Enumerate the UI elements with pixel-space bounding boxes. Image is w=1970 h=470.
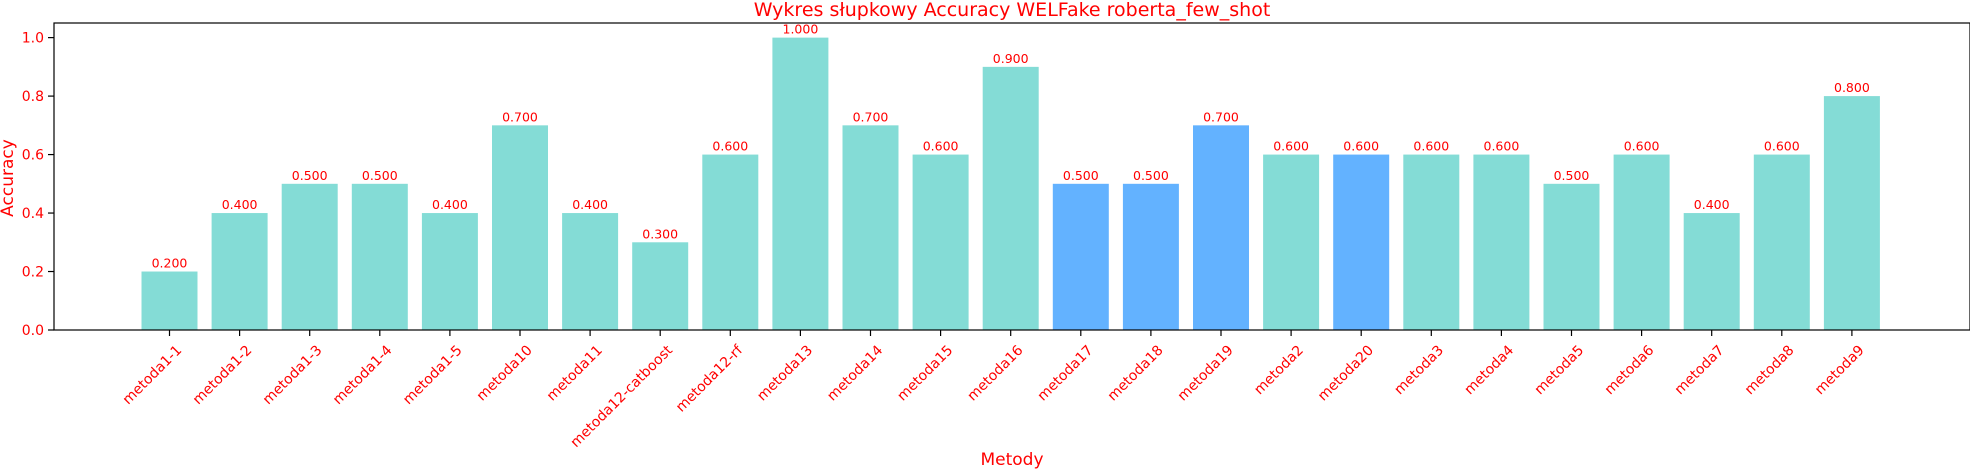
bar-metoda16 <box>982 66 1039 330</box>
bar-value-label: 0.600 <box>923 139 959 154</box>
chart-title: Wykres słupkowy Accuracy WELFake roberta… <box>754 0 1271 21</box>
bar-value-label: 0.600 <box>1624 139 1660 154</box>
x-tick-label: metoda4 <box>1462 342 1518 398</box>
x-tick-label: metoda10 <box>474 342 536 404</box>
bar-value-label: 0.400 <box>1694 197 1730 212</box>
bar-metoda1-5 <box>421 213 478 330</box>
bar-metoda1-1 <box>141 271 198 330</box>
bar-metoda14 <box>842 125 899 330</box>
bar-value-label: 0.700 <box>853 109 889 124</box>
plot-frame <box>53 22 1970 331</box>
bar-metoda17 <box>1052 183 1109 330</box>
x-tick-label: metoda3 <box>1391 342 1447 398</box>
x-tick-label: metoda17 <box>1035 342 1097 404</box>
x-tick-label: metoda14 <box>824 342 886 404</box>
bar-value-label: 0.300 <box>642 226 678 241</box>
bar-value-label: 0.500 <box>1133 168 1169 183</box>
bar-metoda7 <box>1683 213 1740 330</box>
bars-layer <box>141 37 1880 330</box>
bar-metoda11 <box>562 213 619 330</box>
x-tick-label: metoda9 <box>1812 342 1868 398</box>
bar-value-label: 0.600 <box>1413 139 1449 154</box>
y-axis: 0.0 0.2 0.4 0.6 0.8 1.0 <box>22 31 54 339</box>
x-tick-label: metoda1-2 <box>190 342 256 408</box>
bar-value-label: 0.500 <box>362 168 398 183</box>
x-tick-label: metoda8 <box>1742 342 1798 398</box>
bar-value-label: 0.700 <box>1203 109 1239 124</box>
x-tick-label: metoda5 <box>1532 342 1588 398</box>
x-tick-label: metoda15 <box>894 342 956 404</box>
bar-metoda12-catboost <box>632 242 689 330</box>
bar-metoda9 <box>1823 96 1880 330</box>
bar-value-label: 0.600 <box>1484 139 1520 154</box>
bar-value-label: 0.500 <box>1063 168 1099 183</box>
bar-metoda10 <box>492 125 548 330</box>
bar-metoda2 <box>1263 154 1320 330</box>
bar-metoda13 <box>772 37 829 330</box>
bar-value-label: 0.600 <box>1273 139 1309 154</box>
x-axis: metoda1-1 metoda1-2 metoda1-3 metoda1-4 meto… <box>120 330 1868 451</box>
bar-value-label: 0.400 <box>222 197 258 212</box>
bar-value-label: 0.500 <box>1554 168 1590 183</box>
y-tick-label: 0.4 <box>22 206 44 222</box>
bar-value-label: 0.600 <box>1764 139 1800 154</box>
bar-metoda6 <box>1613 154 1670 330</box>
value-labels-layer: 0.200 0.400 0.500 0.500 0.400 0.700 0.400 0.300… <box>152 22 1870 271</box>
x-tick-label: metoda1-1 <box>120 342 186 408</box>
bar-value-label: 0.500 <box>292 168 328 183</box>
bar-metoda19 <box>1193 125 1249 330</box>
y-tick-label: 0.2 <box>22 265 44 281</box>
x-tick-label: metoda20 <box>1315 342 1377 404</box>
x-tick-label: metoda6 <box>1602 342 1658 398</box>
bar-metoda8 <box>1753 154 1810 330</box>
y-tick-label: 0.0 <box>22 323 44 339</box>
x-tick-label: metoda1-3 <box>260 342 326 408</box>
bar-value-label: 0.900 <box>993 51 1029 66</box>
bar-metoda18 <box>1122 183 1179 330</box>
bar-metoda1-4 <box>351 183 408 330</box>
x-tick-label: metoda18 <box>1105 342 1167 404</box>
bar-metoda12-rf <box>702 154 759 330</box>
y-tick-label: 1.0 <box>22 31 44 47</box>
bar-value-label: 0.700 <box>502 109 538 124</box>
x-axis-label: Metody <box>980 450 1043 470</box>
x-tick-label: metoda13 <box>754 342 816 404</box>
x-tick-label: metoda19 <box>1175 342 1237 404</box>
bar-value-label: 0.600 <box>712 139 748 154</box>
bar-value-label: 0.200 <box>152 256 188 271</box>
x-tick-label: metoda11 <box>544 342 606 404</box>
bar-value-label: 0.600 <box>1343 139 1379 154</box>
x-tick-label: metoda1-5 <box>400 342 466 408</box>
y-axis-label: Accuracy <box>0 139 18 217</box>
x-tick-label: metoda12-rf <box>673 342 747 416</box>
bar-value-label: 1.000 <box>783 22 819 37</box>
y-tick-label: 0.6 <box>22 148 44 164</box>
bar-metoda3 <box>1403 154 1460 330</box>
x-tick-label: metoda16 <box>965 342 1027 404</box>
bar-metoda20 <box>1333 154 1390 330</box>
bar-metoda5 <box>1543 183 1600 330</box>
x-tick-label: metoda1-4 <box>330 342 396 408</box>
bar-value-label: 0.400 <box>572 197 608 212</box>
bar-metoda1-2 <box>211 213 268 330</box>
x-tick-label: metoda2 <box>1251 342 1307 398</box>
x-tick-label: metoda7 <box>1672 342 1728 398</box>
bar-metoda1-3 <box>281 183 338 330</box>
bar-metoda15 <box>912 154 969 330</box>
y-tick-label: 0.8 <box>22 89 44 105</box>
bar-value-label: 0.800 <box>1834 80 1870 95</box>
bar-metoda4 <box>1473 154 1530 330</box>
bar-value-label: 0.400 <box>432 197 468 212</box>
